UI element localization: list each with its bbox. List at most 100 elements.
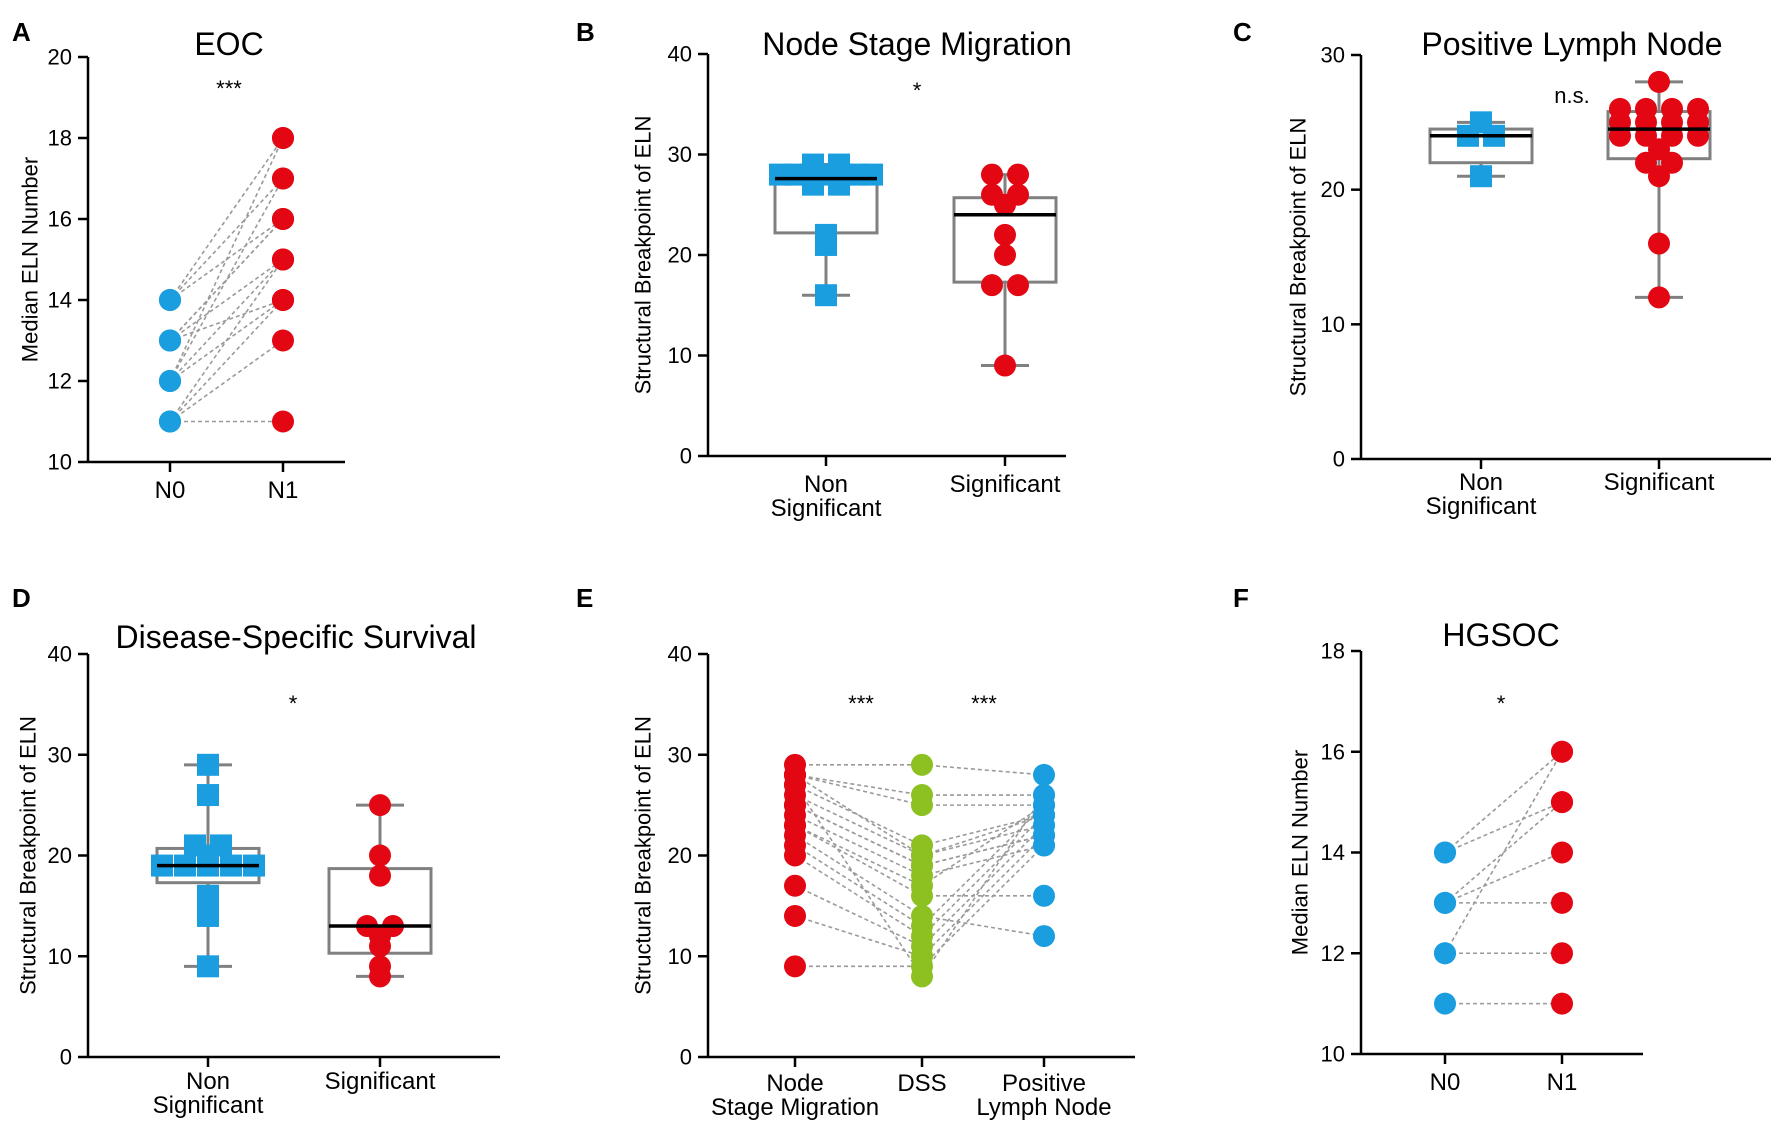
data-point (1434, 841, 1456, 864)
y-axis-label: Structural Breakpoint of ELN (631, 716, 656, 995)
pair-connector (921, 814, 1045, 857)
pair-connector (1444, 851, 1563, 904)
x-tick-label: N1 (268, 477, 299, 504)
chart-title: Node Stage Migration (762, 26, 1072, 62)
y-tick-label: 14 (1321, 840, 1345, 865)
data-point (1033, 824, 1055, 847)
pair-connector (1444, 751, 1563, 954)
y-tick-label: 20 (668, 843, 692, 868)
significance-marker: * (289, 691, 298, 716)
data-point (1648, 286, 1670, 309)
panel-b: B Node Stage Migration 0 10 20 30 40 Structural… (576, 17, 1072, 522)
data-point (784, 955, 806, 978)
significance-marker: * (1497, 691, 1506, 716)
x-tick-label-line: Lymph Node (976, 1094, 1111, 1121)
data-point (197, 784, 219, 807)
data-point (784, 794, 806, 817)
x-tick-label: Non Significant (771, 471, 882, 522)
significance-marker: n.s. (1554, 83, 1589, 108)
data-point (272, 167, 294, 190)
x-tick-label-line: DSS (897, 1070, 946, 1097)
panel-e: E 0 10 20 30 40 Structural Breakpoint of ELN No… (576, 583, 1135, 1121)
y-axis-label: Median ELN Number (1288, 750, 1313, 955)
y-tick-label: 0 (1333, 447, 1345, 472)
y-tick-label: 14 (48, 288, 72, 313)
data-point (272, 208, 294, 230)
chart-title: Disease-Specific Survival (115, 619, 476, 655)
data-point (369, 965, 391, 988)
box-group (1428, 111, 1534, 188)
pair-connector (921, 844, 1045, 877)
data-point (272, 329, 294, 352)
y-tick-label: 18 (48, 126, 72, 151)
chart-title: Positive Lymph Node (1421, 26, 1722, 62)
data-point (784, 874, 806, 897)
panel-letter: C (1233, 17, 1252, 47)
panel-letter: D (12, 583, 31, 613)
pair-connector (169, 299, 284, 423)
chart-title: EOC (194, 26, 263, 62)
pair-connector (794, 784, 923, 977)
data-point (815, 284, 837, 307)
y-axis-label: Median ELN Number (18, 157, 43, 362)
data-point (197, 884, 219, 907)
significance-marker: *** (848, 691, 874, 716)
data-point (1033, 763, 1055, 786)
y-tick-label: 30 (668, 142, 692, 167)
x-tick-label-line: N1 (1547, 1069, 1578, 1096)
pair-connector (794, 774, 923, 796)
data-point (981, 163, 1003, 186)
panel-letter: B (576, 17, 595, 47)
data-point (802, 153, 824, 176)
x-tick-label-line: Significant (1426, 493, 1537, 520)
data-point (1033, 794, 1055, 817)
pair-connector (921, 824, 1045, 947)
data-point (369, 864, 391, 887)
y-tick-label: 0 (60, 1045, 72, 1070)
pair-connector (921, 764, 1045, 776)
panel-letter: A (12, 17, 31, 47)
data-point (1007, 274, 1029, 297)
data-point (1551, 891, 1573, 914)
x-tick-label-line: N0 (155, 477, 186, 504)
data-point (784, 814, 806, 837)
data-point (1434, 942, 1456, 965)
data-point (1551, 841, 1573, 864)
data-point (784, 844, 806, 867)
pair-connector (169, 259, 284, 422)
data-point (911, 854, 933, 877)
y-tick-label: 18 (1321, 639, 1345, 664)
x-tick-label-line: Significant (950, 471, 1061, 498)
pair-connector (1444, 801, 1563, 904)
y-tick-label: 40 (668, 642, 692, 667)
data-point (1648, 232, 1670, 255)
data-point (369, 794, 391, 817)
data-point (159, 410, 181, 433)
pair-connector (794, 834, 923, 917)
x-tick-label: DSS (897, 1070, 946, 1097)
pair-connector (794, 844, 923, 927)
data-point (994, 354, 1016, 377)
data-point (1648, 70, 1670, 93)
pair-connector (794, 794, 923, 857)
data-point (1434, 992, 1456, 1015)
data-point (197, 753, 219, 776)
data-point (994, 244, 1016, 266)
x-tick-label: N0 (155, 477, 186, 504)
pair-connector (794, 854, 923, 937)
y-axis-label: Structural Breakpoint of ELN (16, 716, 41, 995)
x-tick-label-line: N1 (268, 477, 299, 504)
data-point (197, 955, 219, 978)
y-tick-label: 20 (48, 45, 72, 70)
pair-connector (794, 885, 923, 947)
pair-connector (169, 339, 284, 423)
data-point (1007, 163, 1029, 186)
data-point (369, 935, 391, 958)
y-tick-label: 40 (48, 642, 72, 667)
data-point (981, 274, 1003, 297)
data-point (1551, 791, 1573, 814)
pair-connector (794, 784, 923, 847)
y-tick-label: 0 (680, 444, 692, 469)
x-tick-label: Non Significant (153, 1068, 264, 1119)
y-tick-label: 20 (48, 843, 72, 868)
